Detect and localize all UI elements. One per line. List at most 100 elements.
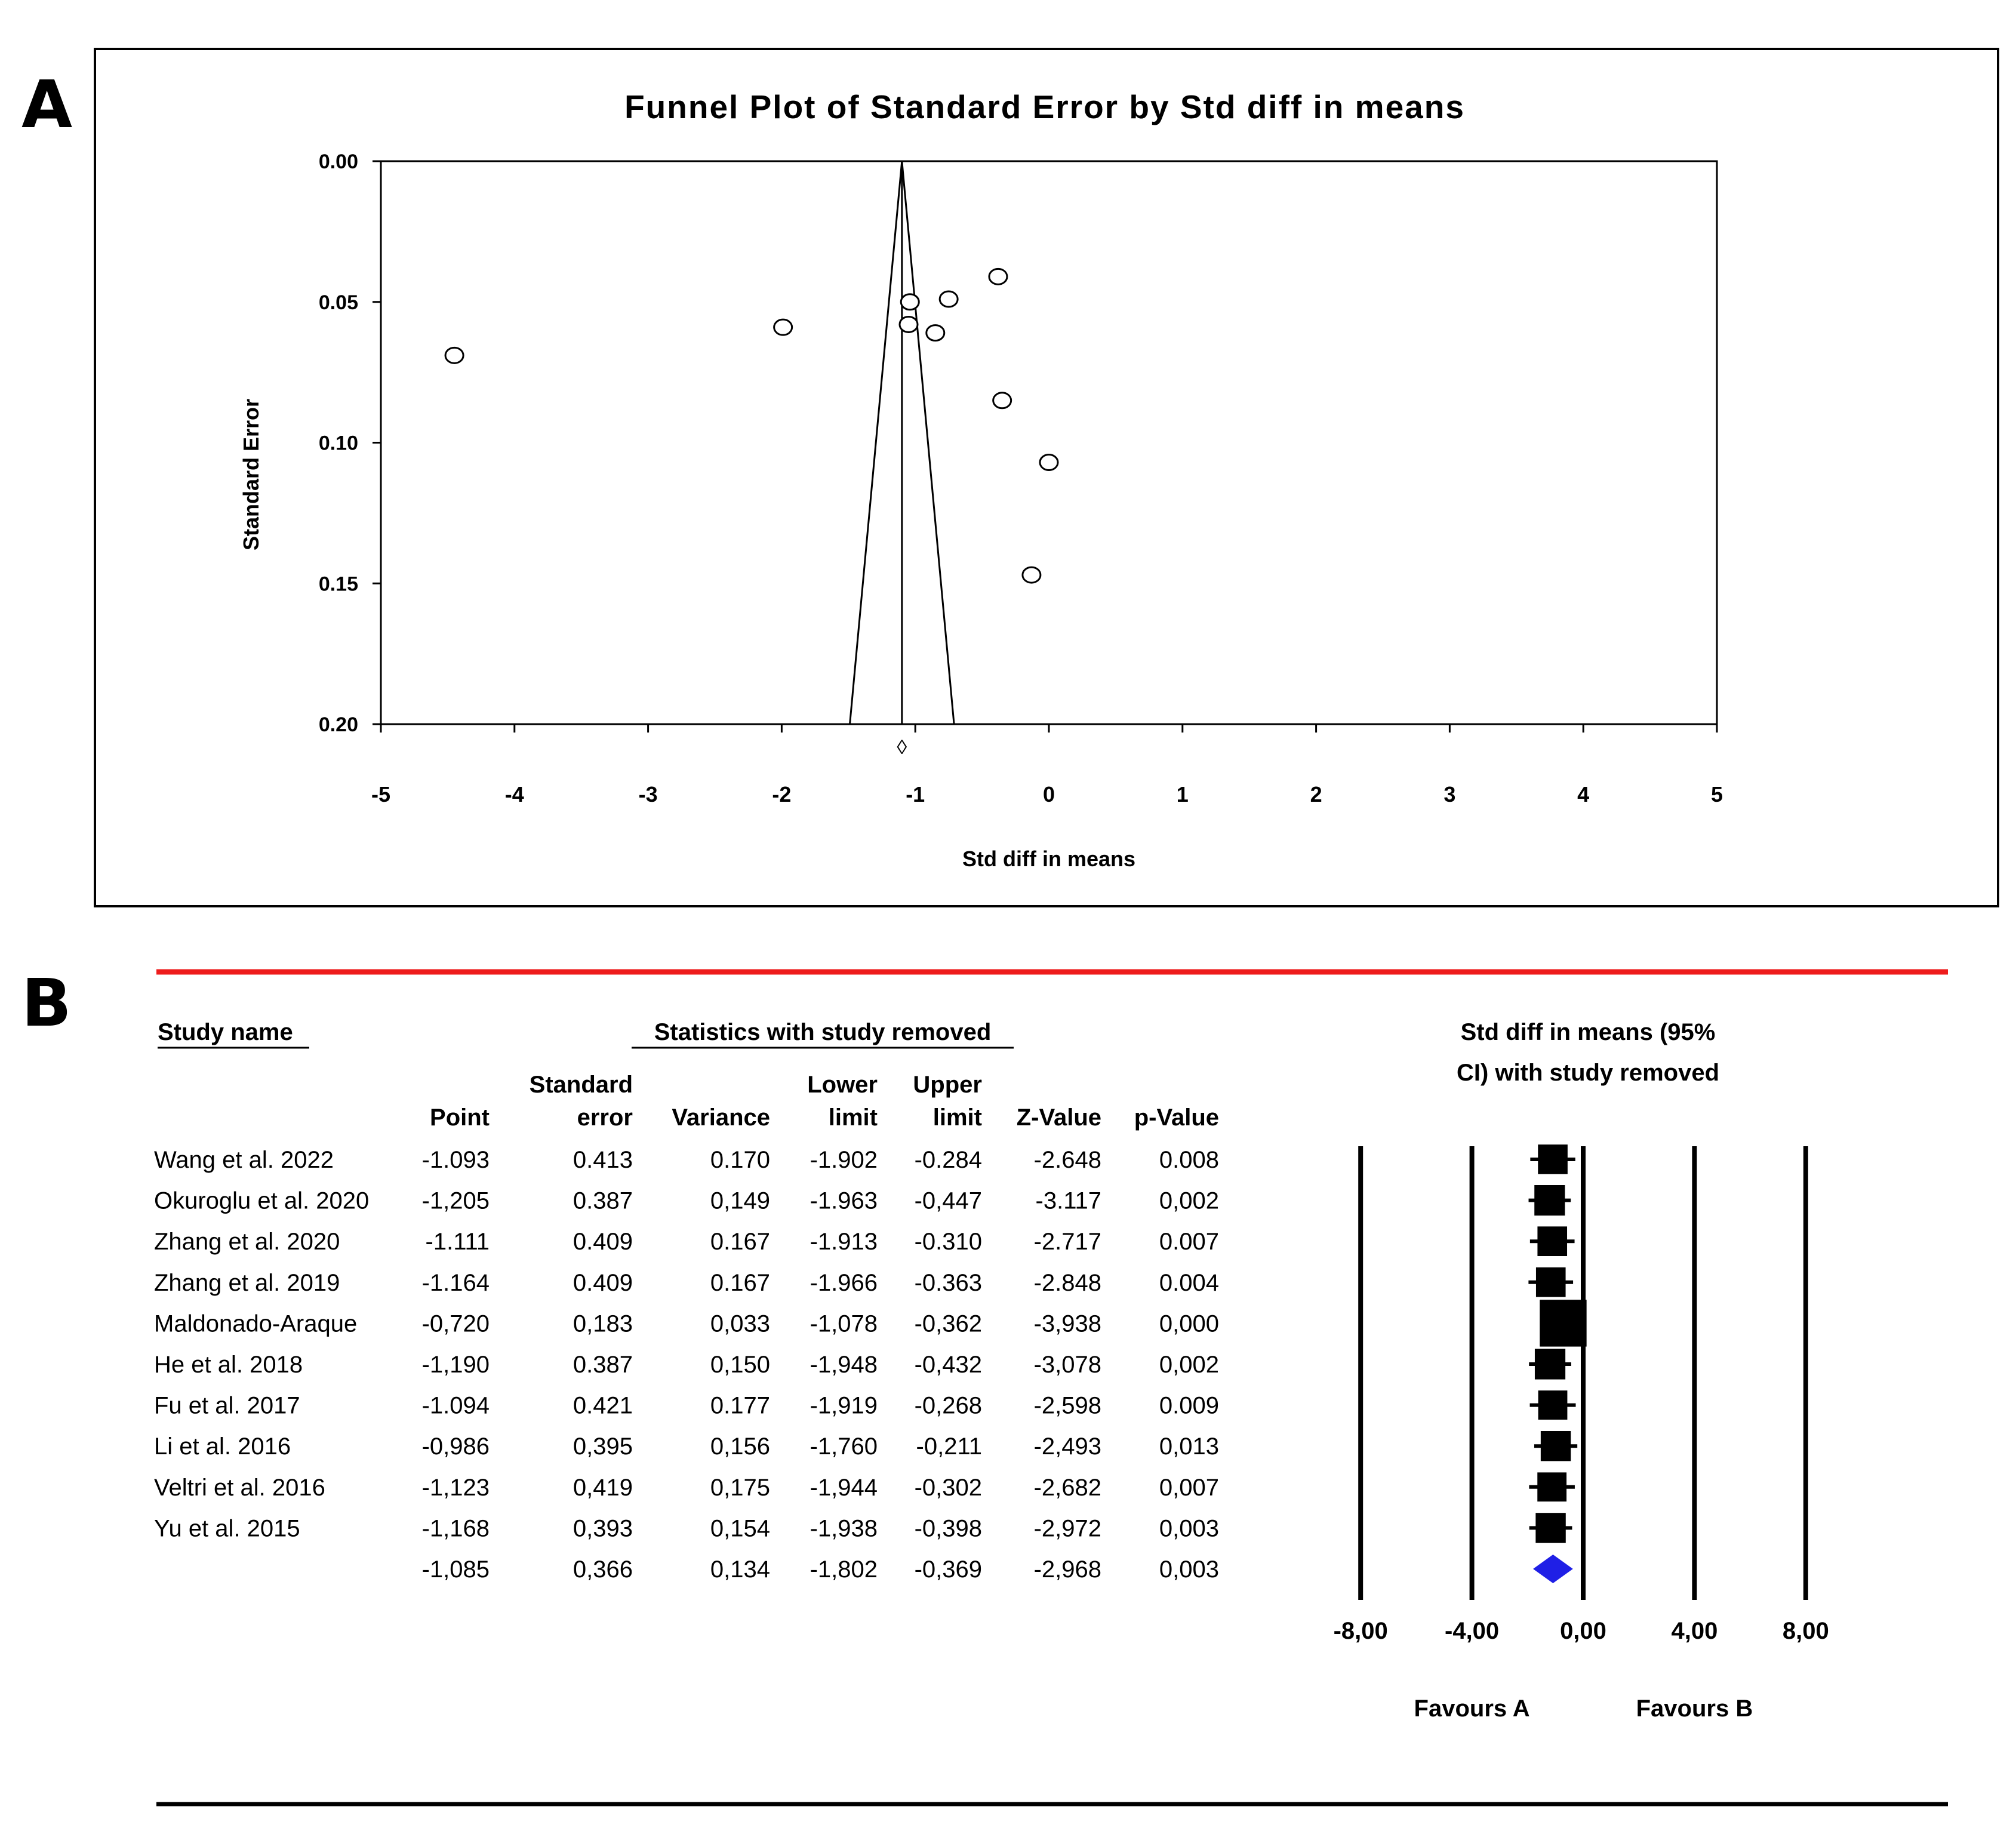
col-point-cell: -1,190 xyxy=(422,1352,490,1378)
study-point xyxy=(898,315,919,333)
forest-tick-label: 8,00 xyxy=(1783,1618,1829,1644)
col-lower-limit-cell: -1.913 xyxy=(810,1229,878,1255)
col-z-value-cell: -2.717 xyxy=(1034,1229,1101,1255)
col-variance-cell: 0.177 xyxy=(710,1393,770,1419)
col-upper-limit-cell: -0,398 xyxy=(915,1515,982,1541)
row-study-name: Zhang et al. 2019 xyxy=(154,1270,340,1296)
col-upper-limit-cell: -0,447 xyxy=(915,1188,982,1214)
x-tick-label: 0 xyxy=(1043,782,1055,807)
col-p-value-cell: 0.007 xyxy=(1159,1229,1219,1255)
study-point xyxy=(773,318,793,336)
col-variance-cell: 0,175 xyxy=(710,1475,770,1501)
col-p-value-cell: 0.008 xyxy=(1159,1147,1219,1173)
row-study-name: He et al. 2018 xyxy=(154,1352,303,1378)
col-standard-error-cell: 0,395 xyxy=(573,1433,633,1460)
y-tick-label: 0.10 xyxy=(319,432,358,455)
row-study-name: Wang et al. 2022 xyxy=(154,1147,334,1173)
study-point xyxy=(444,346,464,364)
forest-tick-label: -4,00 xyxy=(1445,1618,1499,1644)
header-plot-line1: Std diff in means (95% xyxy=(1461,1019,1716,1045)
col-variance-cell: 0,154 xyxy=(710,1515,770,1541)
col-p-value-summary-cell: 0,003 xyxy=(1159,1556,1219,1583)
study-effect-box xyxy=(1535,1267,1566,1297)
x-tick-label: -1 xyxy=(906,782,925,807)
col-lower-limit-cell: -1,760 xyxy=(810,1433,878,1460)
col-z-value-cell: -3.117 xyxy=(1036,1188,1101,1214)
col-p-value-cell: 0,002 xyxy=(1159,1188,1219,1214)
study-point xyxy=(900,293,920,311)
col-z-value-cell: -2,598 xyxy=(1034,1393,1101,1419)
col-point-cell: -1,168 xyxy=(422,1515,490,1541)
col-lower-limit-cell: -1.902 xyxy=(810,1147,878,1173)
study-point xyxy=(988,267,1008,285)
x-tick-label: -2 xyxy=(772,782,791,807)
col-p-value-header-line2: p-Value xyxy=(1134,1104,1219,1131)
col-point-cell: -0,986 xyxy=(422,1433,490,1460)
col-z-value-header-line2: Z-Value xyxy=(1017,1104,1101,1131)
col-z-value-cell: -2.648 xyxy=(1034,1147,1101,1173)
col-p-value-cell: 0,000 xyxy=(1159,1310,1219,1337)
x-tick-label: -4 xyxy=(505,782,524,807)
col-standard-error-cell: 0,419 xyxy=(573,1475,633,1501)
col-standard-error-cell: 0.409 xyxy=(573,1229,633,1255)
col-point-cell: -1,123 xyxy=(422,1475,490,1501)
col-variance-summary-cell: 0,134 xyxy=(710,1556,770,1583)
funnel-left-limit xyxy=(849,161,903,725)
col-variance-cell: 0,150 xyxy=(710,1352,770,1378)
col-lower-limit-header-line1: Lower xyxy=(807,1072,878,1098)
y-tick-label: 0.20 xyxy=(319,713,358,736)
col-z-value-cell: -3,078 xyxy=(1034,1352,1101,1378)
col-upper-limit-summary-cell: -0,369 xyxy=(915,1556,982,1583)
study-effect-box xyxy=(1534,1185,1565,1216)
col-upper-limit-cell: -0,302 xyxy=(915,1475,982,1501)
col-standard-error-cell: 0.387 xyxy=(573,1352,633,1378)
study-point xyxy=(992,392,1012,410)
row-study-name: Okuroglu et al. 2020 xyxy=(154,1188,369,1214)
funnel-x-axis-label: Std diff in means xyxy=(962,847,1135,871)
forest-plot: -8,00 -4,00 0,00 4,00 8,00 Favours A Favours B xyxy=(1334,1144,1829,1722)
x-tick-label: 5 xyxy=(1711,782,1723,807)
study-effect-box xyxy=(1535,1513,1566,1543)
funnel-title: Funnel Plot of Standard Error by Std dif… xyxy=(624,88,1465,125)
pooled-summary-marker: ◊ xyxy=(897,736,907,759)
col-upper-limit-cell: -0,432 xyxy=(915,1352,982,1378)
col-p-value-cell: 0.004 xyxy=(1159,1270,1219,1296)
col-lower-limit-cell: -1.963 xyxy=(810,1188,878,1214)
study-point xyxy=(1039,454,1059,472)
col-point-cell: -0,720 xyxy=(422,1310,490,1337)
col-lower-limit-cell: -1,078 xyxy=(810,1310,878,1337)
col-variance-cell: 0,149 xyxy=(710,1188,770,1214)
col-upper-limit-cell: -0,268 xyxy=(915,1393,982,1419)
row-study-name: Li et al. 2016 xyxy=(154,1433,291,1460)
col-upper-limit-cell: -0,362 xyxy=(915,1310,982,1337)
col-variance-cell: 0,033 xyxy=(710,1310,770,1337)
row-study-name: Veltri et al. 2016 xyxy=(154,1475,325,1501)
col-lower-limit-summary-cell: -1,802 xyxy=(810,1556,878,1583)
col-point-cell: -1.111 xyxy=(426,1229,490,1255)
funnel-plot-frame xyxy=(94,48,1999,907)
col-standard-error-header-line2: error xyxy=(577,1104,633,1131)
favours-a-label: Favours A xyxy=(1414,1695,1530,1722)
study-point xyxy=(925,324,946,342)
row-study-name: Yu et al. 2015 xyxy=(154,1515,300,1541)
col-variance-header-line2: Variance xyxy=(672,1104,770,1131)
header-plot-line2: CI) with study removed xyxy=(1457,1060,1719,1086)
col-standard-error-cell: 0.387 xyxy=(573,1188,633,1214)
col-point-cell: -1,205 xyxy=(422,1188,490,1214)
study-point xyxy=(938,290,959,308)
col-standard-error-cell: 0,393 xyxy=(573,1515,633,1541)
col-standard-error-cell: 0,183 xyxy=(573,1310,633,1337)
col-z-value-cell: -3,938 xyxy=(1034,1310,1101,1337)
forest-tick-label: 4,00 xyxy=(1671,1618,1718,1644)
col-upper-limit-cell: -0.363 xyxy=(915,1270,982,1296)
funnel-y-axis-label: Standard Error xyxy=(239,399,263,550)
row-study-name: Maldonado-Araque xyxy=(154,1310,357,1337)
col-lower-limit-cell: -1,919 xyxy=(810,1393,878,1419)
col-z-value-summary-cell: -2,968 xyxy=(1034,1556,1101,1583)
study-point xyxy=(1021,566,1042,584)
study-effect-box xyxy=(1540,1431,1571,1461)
col-lower-limit-cell: -1,938 xyxy=(810,1515,878,1541)
y-tick-label: 0.15 xyxy=(319,573,358,595)
favours-b-label: Favours B xyxy=(1636,1695,1753,1722)
